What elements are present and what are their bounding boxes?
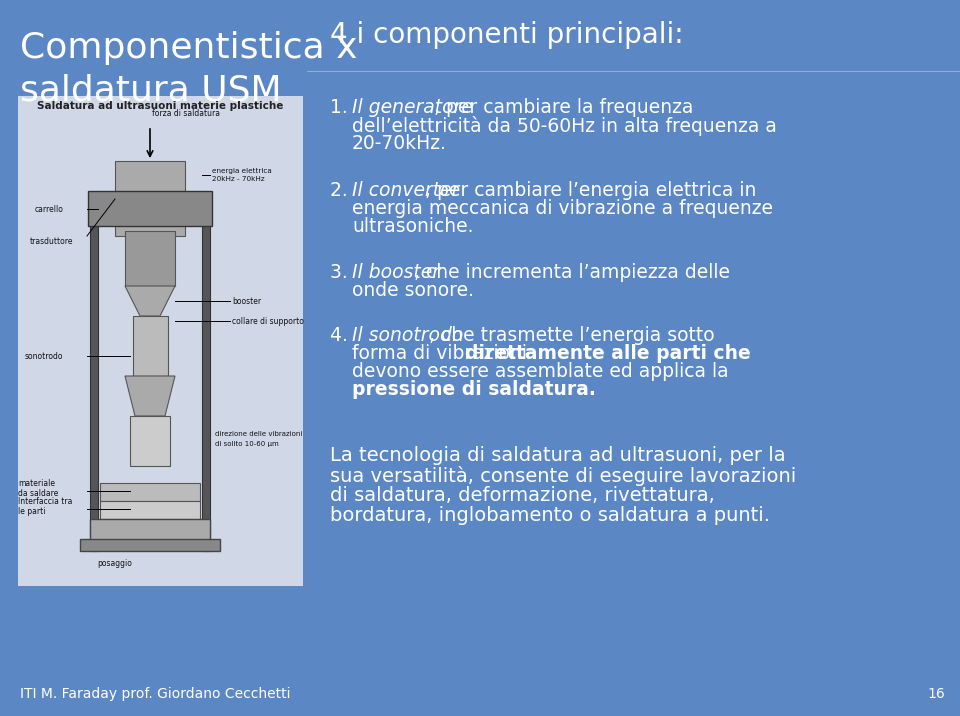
Text: 3.: 3. [330, 263, 360, 282]
Bar [90, 519, 210, 541]
Polygon shape [125, 286, 175, 316]
Text: Il converter: Il converter [352, 181, 460, 200]
Text: ultrasoniche.: ultrasoniche. [352, 217, 473, 236]
Text: 2.: 2. [330, 181, 360, 200]
Text: ITI M. Faraday prof. Giordano Cecchetti: ITI M. Faraday prof. Giordano Cecchetti [20, 687, 291, 701]
Bar [88, 191, 212, 226]
Text: La tecnologia di saldatura ad ultrasuoni, per la: La tecnologia di saldatura ad ultrasuoni… [330, 446, 785, 465]
FancyBboxPatch shape [18, 96, 303, 586]
Bar [125, 231, 175, 286]
Text: , per cambiare la frequenza: , per cambiare la frequenza [434, 98, 693, 117]
Text: 20kHz - 70kHz: 20kHz - 70kHz [212, 176, 265, 182]
Text: onde sonore.: onde sonore. [352, 281, 474, 300]
Text: Componentistica x
saldatura USM: Componentistica x saldatura USM [20, 31, 357, 107]
Bar [100, 501, 200, 519]
Text: 1.: 1. [330, 98, 360, 117]
Text: di saldatura, deformazione, rivettatura,: di saldatura, deformazione, rivettatura, [330, 486, 715, 505]
Text: materiale: materiale [18, 478, 55, 488]
Text: 4.: 4. [330, 326, 360, 345]
Text: pressione di saldatura.: pressione di saldatura. [352, 380, 596, 399]
Text: Saldatura ad ultrasuoni materie plastiche: Saldatura ad ultrasuoni materie plastich… [36, 101, 283, 111]
Text: Il sonotrodo: Il sonotrodo [352, 326, 464, 345]
Text: energia elettrica: energia elettrica [212, 168, 272, 174]
Text: sonotrodo: sonotrodo [25, 352, 63, 360]
Text: devono essere assemblate ed applica la: devono essere assemblate ed applica la [352, 362, 729, 381]
Bar [115, 161, 185, 236]
Text: collare di supporto: collare di supporto [232, 316, 304, 326]
Bar [130, 416, 170, 466]
Text: di solito 10-60 µm: di solito 10-60 µm [215, 441, 278, 447]
Text: , che trasmette l’energia sotto: , che trasmette l’energia sotto [429, 326, 714, 345]
Bar [80, 539, 220, 551]
Text: Il booster: Il booster [352, 263, 440, 282]
Text: bordatura, inglobamento o saldatura a punti.: bordatura, inglobamento o saldatura a pu… [330, 506, 770, 525]
Text: Il generatore: Il generatore [352, 98, 473, 117]
Text: trasduttore: trasduttore [30, 236, 74, 246]
Bar [100, 483, 200, 501]
Text: , che incrementa l’ampiezza delle: , che incrementa l’ampiezza delle [414, 263, 730, 282]
Bar [202, 201, 210, 551]
Bar [90, 201, 98, 551]
Text: energia meccanica di vibrazione a frequenze: energia meccanica di vibrazione a freque… [352, 199, 773, 218]
Text: sua versatilità, consente di eseguire lavorazioni: sua versatilità, consente di eseguire la… [330, 466, 796, 486]
Text: direzione delle vibrazioni: direzione delle vibrazioni [215, 431, 302, 437]
Text: 20-70kHz.: 20-70kHz. [352, 134, 446, 153]
Text: forma di vibrazioni: forma di vibrazioni [352, 344, 533, 363]
Text: posaggio: posaggio [98, 559, 132, 568]
Text: carrello: carrello [35, 205, 64, 213]
Text: Interfaccia tra: Interfaccia tra [18, 498, 72, 506]
Bar [133, 316, 168, 376]
Text: forza di saldatura: forza di saldatura [152, 109, 220, 118]
Text: 4 i componenti principali:: 4 i componenti principali: [330, 21, 684, 49]
Text: dell’elettricità da 50-60Hz in alta frequenza a: dell’elettricità da 50-60Hz in alta freq… [352, 116, 777, 136]
Text: booster: booster [232, 296, 261, 306]
Polygon shape [125, 376, 175, 416]
Text: 16: 16 [927, 687, 945, 701]
Text: direttamente alle parti che: direttamente alle parti che [465, 344, 751, 363]
Text: da saldare: da saldare [18, 488, 59, 498]
Text: le parti: le parti [18, 508, 45, 516]
Text: , per cambiare l’energia elettrica in: , per cambiare l’energia elettrica in [425, 181, 756, 200]
